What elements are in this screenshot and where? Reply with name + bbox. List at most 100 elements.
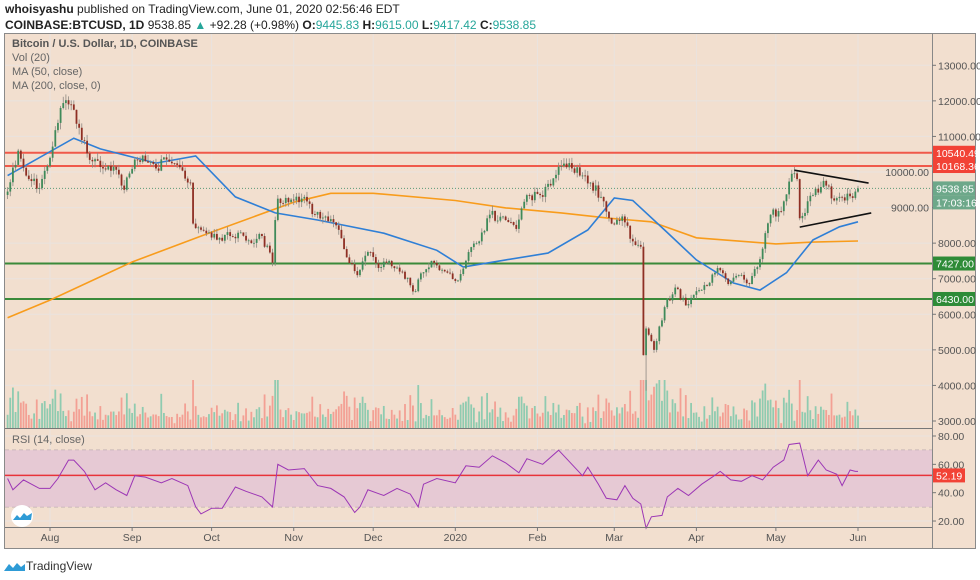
volume-bar bbox=[629, 390, 632, 428]
candle bbox=[774, 207, 777, 222]
volume-bar bbox=[788, 389, 791, 428]
volume-bar bbox=[835, 415, 838, 428]
triangle-trendlines[interactable] bbox=[794, 169, 872, 228]
candle-body bbox=[239, 232, 242, 234]
candle-body bbox=[308, 201, 311, 204]
candle bbox=[268, 242, 271, 254]
volume-bar bbox=[274, 380, 277, 428]
volume-bar bbox=[597, 394, 600, 428]
volume-bar bbox=[221, 413, 224, 428]
candle bbox=[772, 207, 775, 218]
candle-body bbox=[361, 261, 364, 270]
candle-body bbox=[700, 289, 703, 291]
candle bbox=[35, 174, 38, 193]
countdown-label-bg bbox=[933, 195, 975, 210]
candle bbox=[536, 187, 539, 195]
legend-rsi[interactable]: RSI (14, close) bbox=[12, 434, 85, 446]
volume-bar bbox=[610, 410, 613, 428]
volume-bar bbox=[472, 407, 475, 428]
volume-bar bbox=[634, 411, 637, 428]
y-tick-label: 6000.00 bbox=[938, 309, 976, 321]
candle bbox=[692, 294, 695, 300]
candle bbox=[515, 220, 518, 232]
volume-bar bbox=[843, 416, 846, 428]
volume-bar bbox=[401, 420, 404, 428]
candle-body bbox=[292, 199, 295, 201]
candle bbox=[404, 270, 406, 280]
volume-bar bbox=[486, 392, 489, 428]
candle-body bbox=[518, 219, 520, 229]
candle-body bbox=[825, 180, 828, 186]
volume-bar bbox=[600, 418, 602, 428]
candle-body bbox=[165, 157, 168, 160]
price-change: +92.28 (+0.98%) bbox=[209, 18, 300, 32]
candle bbox=[767, 222, 769, 238]
candle bbox=[112, 160, 115, 175]
volume-bar bbox=[78, 409, 81, 428]
trendline bbox=[799, 212, 872, 228]
volume-bar bbox=[782, 397, 785, 428]
volume-bar bbox=[316, 417, 319, 428]
candle bbox=[59, 105, 62, 130]
candle-body bbox=[245, 235, 247, 241]
candle bbox=[597, 181, 600, 202]
volume-bar bbox=[790, 403, 793, 428]
candle-body bbox=[192, 182, 194, 224]
candle-body bbox=[544, 186, 547, 197]
candle-body bbox=[306, 196, 308, 202]
candle bbox=[642, 242, 645, 356]
candle bbox=[600, 191, 602, 199]
candle-body bbox=[390, 260, 393, 267]
candle-body bbox=[737, 275, 740, 276]
candle-body bbox=[78, 123, 81, 128]
candle-body bbox=[64, 100, 67, 104]
volume-bar bbox=[830, 393, 833, 428]
candle bbox=[695, 286, 698, 299]
candle bbox=[629, 225, 632, 243]
legend-ma50[interactable]: MA (50, close) bbox=[12, 66, 82, 78]
horizontal-levels[interactable] bbox=[5, 151, 932, 477]
tradingview-badge-icon[interactable] bbox=[11, 505, 33, 527]
candle bbox=[494, 210, 496, 223]
volume-bar bbox=[210, 407, 213, 428]
price-axis[interactable]: 13000.00 12000.00 11000.00 10000.00 9000.00 8… bbox=[885, 60, 980, 528]
time-axis[interactable]: Aug Sep Oct Nov Dec 2020 Feb Mar Apr May Jun bbox=[41, 527, 867, 544]
volume-bar bbox=[303, 413, 306, 428]
candle bbox=[478, 240, 481, 246]
candle-body bbox=[321, 217, 324, 219]
candle bbox=[716, 265, 719, 276]
candle-body bbox=[242, 232, 245, 236]
volume-bar bbox=[54, 389, 57, 428]
volume-bar bbox=[367, 409, 369, 428]
volume-bar bbox=[412, 405, 414, 428]
candle-body bbox=[727, 278, 730, 285]
volume-bar bbox=[19, 402, 22, 428]
volume-bar bbox=[390, 409, 393, 428]
volume-bar bbox=[745, 410, 748, 428]
candle-body bbox=[419, 273, 422, 280]
candle-body bbox=[340, 229, 343, 239]
legend-ma200[interactable]: MA (200, close, 0) bbox=[12, 80, 101, 92]
volume-bar bbox=[711, 397, 714, 428]
candle bbox=[115, 165, 118, 175]
volume-bar bbox=[364, 402, 367, 428]
legend-volume[interactable]: Vol (20) bbox=[12, 52, 50, 64]
volume-bar bbox=[152, 414, 155, 428]
candle-body bbox=[83, 139, 86, 141]
volume-bar bbox=[594, 411, 597, 428]
volume-bar bbox=[706, 418, 708, 428]
candle bbox=[306, 191, 308, 206]
candle-body bbox=[714, 272, 716, 275]
x-tick-label: Oct bbox=[203, 532, 219, 544]
open-label: O: bbox=[302, 18, 316, 32]
chart-title: Bitcoin / U.S. Dollar, 1D, COINBASE bbox=[12, 38, 198, 50]
candle-body bbox=[123, 185, 126, 190]
footer-brand[interactable]: TradingView bbox=[26, 559, 93, 573]
candle bbox=[753, 266, 756, 278]
author-name[interactable]: whoisyashu bbox=[5, 2, 74, 16]
volume-bar bbox=[186, 411, 189, 428]
candle bbox=[613, 222, 616, 226]
candle bbox=[764, 230, 767, 253]
candle bbox=[412, 282, 414, 295]
